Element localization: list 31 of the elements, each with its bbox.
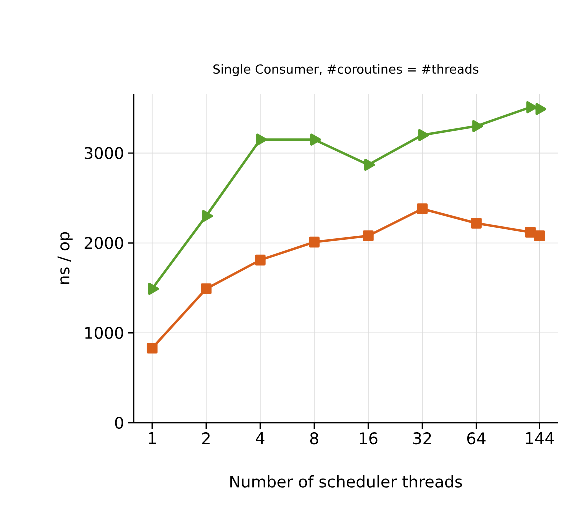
point <box>472 120 484 132</box>
point <box>148 283 160 296</box>
x-tick-label: 32 <box>414 432 432 445</box>
point <box>201 284 212 294</box>
y-axis-title: ns / op <box>58 232 73 284</box>
x-tick-label: 4 <box>256 432 265 444</box>
point <box>418 129 430 142</box>
point <box>417 204 428 214</box>
point <box>255 254 266 266</box>
point <box>471 218 482 229</box>
point <box>364 158 376 172</box>
x-tick-label: 16 <box>360 432 378 445</box>
point <box>525 227 536 238</box>
chart-title: Single Consumer, #coroutines = #threads <box>214 64 479 76</box>
point <box>309 236 320 248</box>
x-tick-label: 64 <box>467 432 486 445</box>
point <box>202 210 214 222</box>
point <box>363 230 374 242</box>
x-tick-label: 1 <box>149 432 156 444</box>
y-tick-label: 2000 <box>84 237 124 250</box>
y-tick-label: 0 <box>115 416 124 430</box>
x-tick-label: 2 <box>202 432 210 444</box>
y-tick-label: 1000 <box>86 327 124 340</box>
x-axis-title: Number of scheduler threads <box>230 476 462 488</box>
point <box>526 101 538 114</box>
x-tick-label: 8 <box>310 432 318 445</box>
point <box>256 134 268 146</box>
point <box>310 134 322 146</box>
point <box>146 342 158 354</box>
x-tick-label: 144 <box>526 432 554 444</box>
y-tick-label: 3000 <box>84 147 124 160</box>
